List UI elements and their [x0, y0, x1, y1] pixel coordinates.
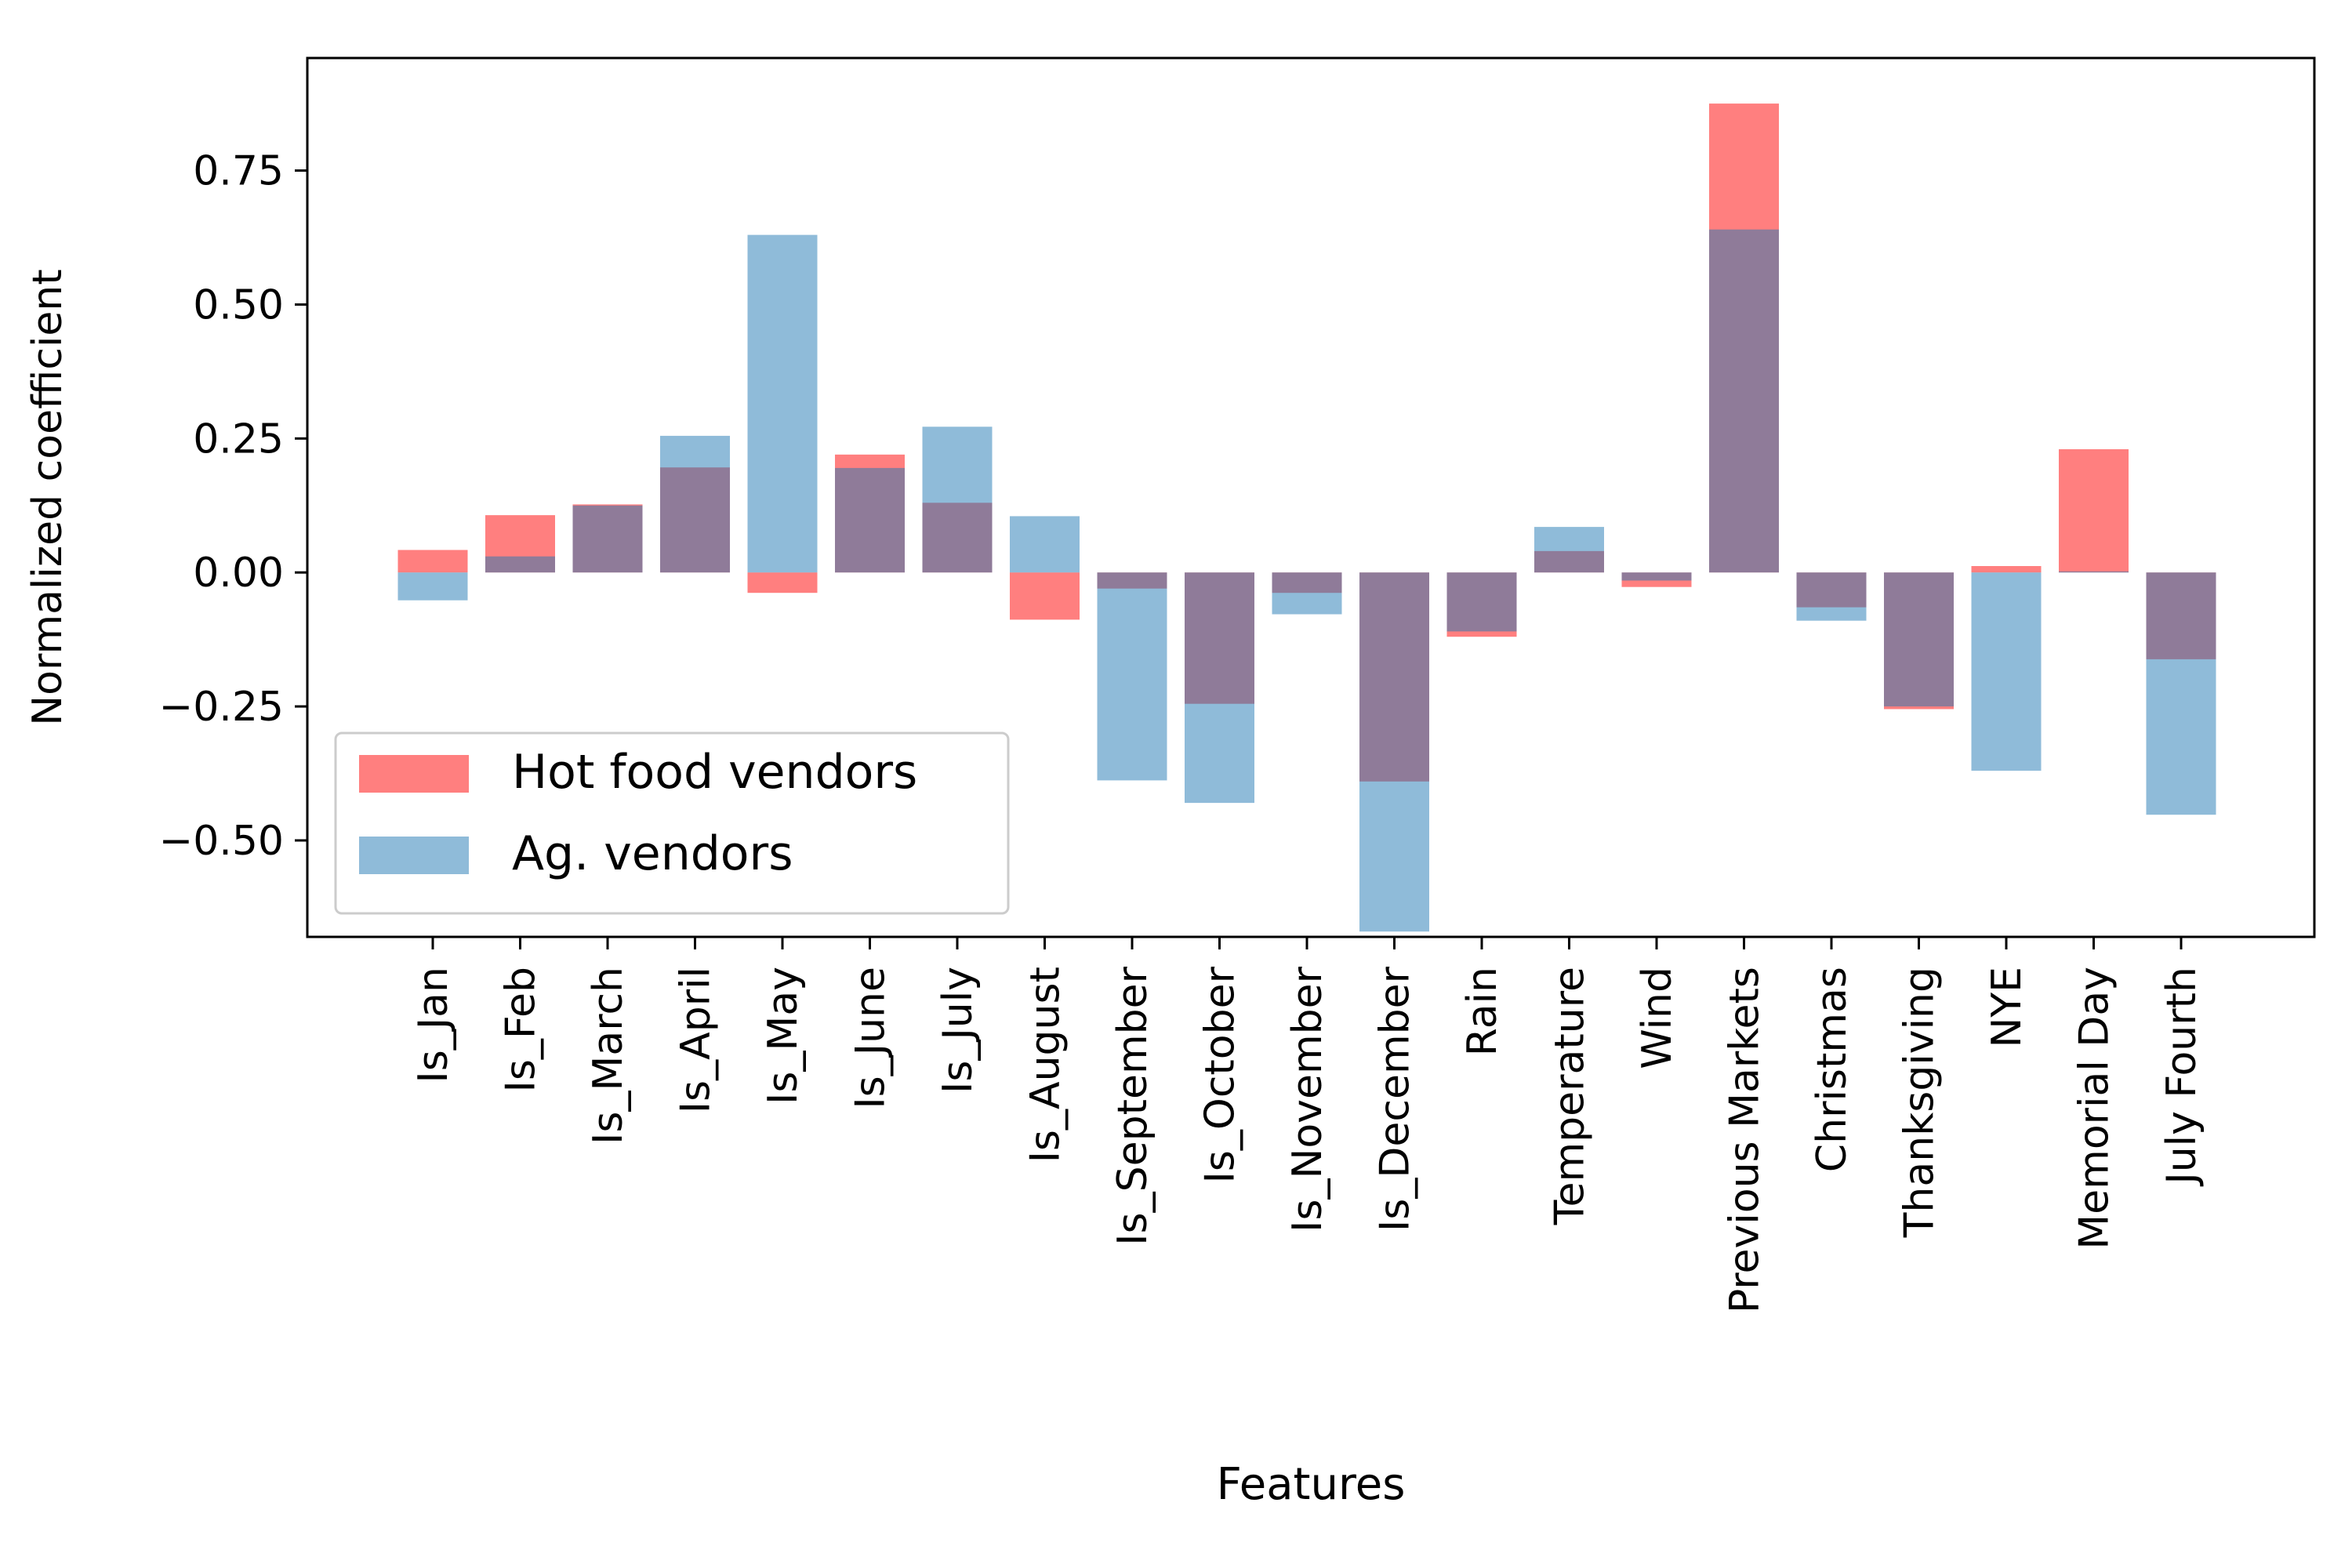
x-tick-label: July Fourth: [2158, 967, 2205, 1187]
bar-ag-wind: [1621, 572, 1692, 581]
legend-box: [334, 731, 1010, 915]
legend-swatch-ag: [359, 837, 469, 874]
x-axis-title: Features: [1217, 1459, 1406, 1510]
bar-ag-is-jan: [397, 572, 468, 601]
x-tick-label: Wind: [1634, 967, 1681, 1069]
x-tick-label: Previous Markets: [1722, 967, 1769, 1313]
legend-swatch-hot-food: [359, 755, 469, 793]
y-tick-label: −0.50: [159, 818, 284, 865]
x-tick-label: Christmas: [1809, 967, 1856, 1172]
plot-frame: [306, 56, 2316, 938]
bar-ag-is-october: [1185, 572, 1254, 804]
legend-label-ag: Ag. vendors: [512, 826, 793, 881]
x-tick-label: Is_June: [848, 967, 895, 1109]
legend: Hot food vendors Ag. vendors: [334, 731, 1010, 915]
bar-ag-temperature: [1534, 527, 1604, 573]
x-tick-label: Is_May: [760, 967, 807, 1105]
x-tick-label: Rain: [1459, 967, 1506, 1056]
x-tick-label: Thanksgiving: [1896, 967, 1944, 1238]
bar-ag-is-november: [1272, 572, 1342, 615]
bar-ag-is-feb: [485, 556, 555, 573]
x-tick-label: Is_September: [1109, 966, 1156, 1245]
bar-ag-july-fourth: [2146, 572, 2216, 815]
bar-ag-previous-markets: [1709, 229, 1779, 573]
bar-ag-is-july: [922, 426, 993, 573]
y-axis-title: Normalized coefficient: [24, 269, 71, 725]
bar-ag-is-june: [835, 467, 905, 573]
bar-ag-is-august: [1010, 516, 1080, 573]
bar-ag-christmas: [1796, 572, 1867, 621]
x-tick-label: Is_Feb: [498, 967, 545, 1093]
y-tick-label: 0.00: [193, 550, 284, 597]
x-tick-label: Is_October: [1197, 966, 1244, 1183]
y-tick-label: 0.50: [193, 281, 284, 328]
bar-ag-is-december: [1359, 572, 1429, 932]
x-axis: Is_Jan Is_Feb Is_March Is_April Is_May Is_Jun…: [410, 937, 2205, 1313]
bar-hot-food-is-august: [1010, 572, 1080, 620]
y-axis: −0.50 −0.25 0.00 0.25 0.50 0.75: [159, 148, 307, 865]
bar-ag-thanksgiving: [1884, 572, 1954, 707]
bar-hot-food-nye: [1971, 566, 2042, 573]
x-tick-label: Temperature: [1547, 967, 1594, 1225]
bar-ag-is-march: [572, 505, 643, 573]
x-tick-label: Is_March: [585, 967, 632, 1145]
x-tick-label: Is_April: [673, 967, 720, 1113]
x-tick-label: Is_November: [1284, 966, 1331, 1232]
legend-label-hot-food: Hot food vendors: [512, 745, 917, 800]
y-tick-label: −0.25: [159, 684, 284, 731]
y-tick-label: 0.75: [193, 148, 284, 195]
x-tick-label: Is_August: [1022, 967, 1069, 1163]
bar-ag-is-may: [747, 234, 818, 573]
x-tick-label: Is_December: [1372, 966, 1419, 1232]
x-tick-label: Is_Jan: [410, 967, 457, 1083]
bar-ag-rain: [1446, 572, 1517, 632]
bars-layer: [397, 103, 2216, 932]
bar-hot-food-memorial-day: [2059, 449, 2129, 573]
x-tick-label: NYE: [1984, 967, 2031, 1048]
bar-ag-is-april: [660, 435, 730, 573]
bar-ag-nye: [1971, 572, 2042, 771]
x-tick-label: Is_July: [935, 967, 982, 1094]
x-tick-label: Memorial Day: [2071, 967, 2118, 1250]
bar-hot-food-is-jan: [397, 550, 468, 573]
y-tick-label: 0.25: [193, 416, 284, 463]
bar-hot-food-is-may: [747, 572, 818, 593]
bar-ag-is-september: [1097, 572, 1167, 781]
